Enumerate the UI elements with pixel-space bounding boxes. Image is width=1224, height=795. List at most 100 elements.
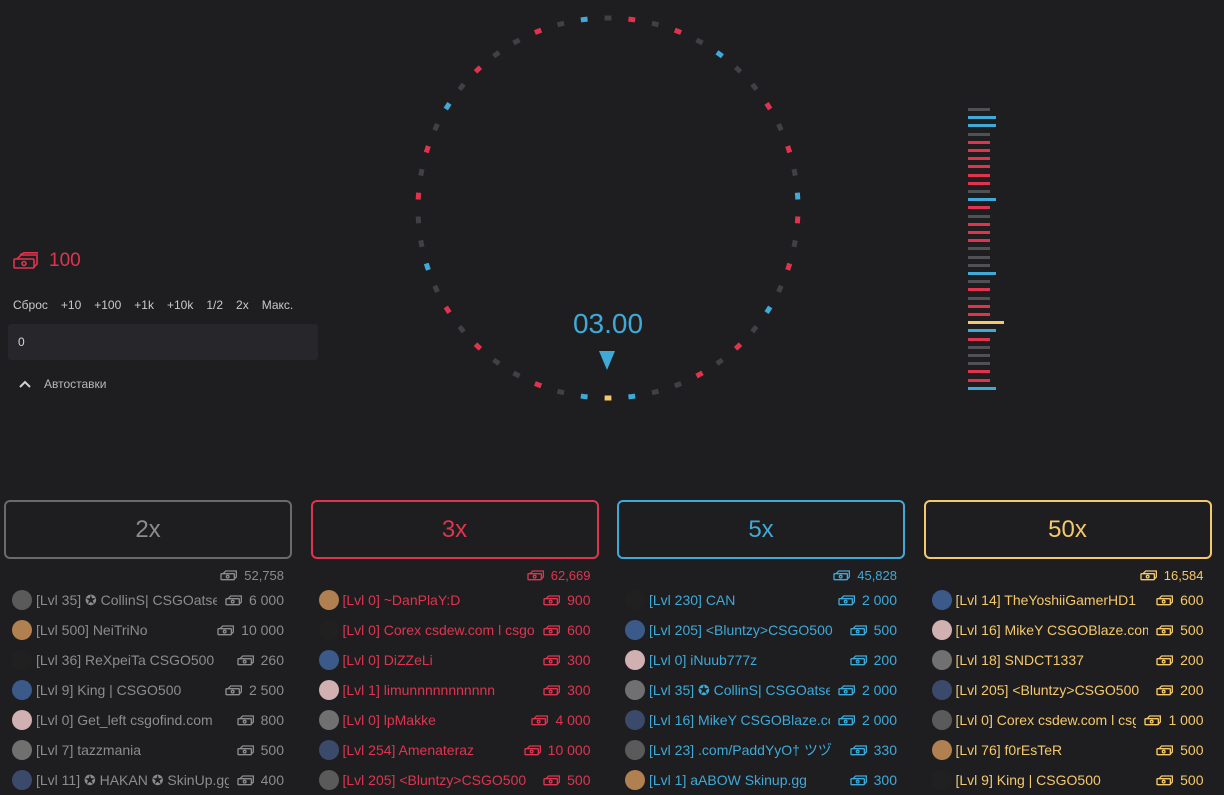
avatar xyxy=(932,590,952,610)
player-name: [Lvl 0] lpMakke xyxy=(343,712,524,728)
cash-stack-icon xyxy=(237,774,255,786)
bet-5x-button[interactable]: 5x xyxy=(617,500,905,559)
history-bar xyxy=(968,362,990,365)
history-bar xyxy=(968,215,990,218)
avatar xyxy=(319,740,339,760)
cash-stack-icon xyxy=(543,654,561,666)
avatar xyxy=(625,740,645,760)
player-bet-value: 200 xyxy=(1180,652,1203,668)
history-bar xyxy=(968,231,990,234)
cash-stack-icon xyxy=(1156,654,1174,666)
player-bet: 800 xyxy=(229,712,292,728)
wheel-segment xyxy=(767,103,771,109)
player-bet-value: 500 xyxy=(567,772,590,788)
quick-bet-button[interactable]: 2x xyxy=(236,298,249,312)
cash-stack-icon xyxy=(531,714,549,726)
player-row: [Lvl 16] MikeY CSGOBlaze.com 500 xyxy=(924,615,1212,645)
player-row: [Lvl 205] <Bluntzy>CSGO500 500 xyxy=(311,765,599,795)
avatar xyxy=(932,710,952,730)
player-bet: 300 xyxy=(535,652,598,668)
history-bar xyxy=(968,133,990,136)
cash-stack-icon xyxy=(217,624,235,636)
cash-stack-icon xyxy=(225,684,243,696)
player-row: [Lvl 76] f0rEsTeR 500 xyxy=(924,735,1212,765)
player-bet-value: 2 500 xyxy=(249,682,284,698)
player-name: [Lvl 16] MikeY CSGOBlaze.com xyxy=(956,622,1149,638)
quick-bet-button[interactable]: +100 xyxy=(94,298,121,312)
wheel-segment xyxy=(697,40,703,43)
wheel-segment xyxy=(717,52,722,56)
quick-bet-button[interactable]: Сброс xyxy=(13,298,48,312)
player-row: [Lvl 0] ~DanPlaY:D 900 xyxy=(311,585,599,615)
wheel-segment xyxy=(535,30,541,32)
player-bet-value: 300 xyxy=(874,772,897,788)
cash-stack-icon xyxy=(1156,684,1174,696)
wheel-segment xyxy=(475,344,480,349)
player-name: [Lvl 9] King | CSGO500 xyxy=(956,772,1149,788)
bet-amount-input[interactable]: 0 xyxy=(8,324,318,360)
player-row: [Lvl 500] NeiTriNo 10 000 xyxy=(4,615,292,645)
avatar xyxy=(319,710,339,730)
bet-3x-button[interactable]: 3x xyxy=(311,500,599,559)
player-row: [Lvl 11] ✪ HAKAN ✪ SkinUp.gg 400 xyxy=(4,765,292,795)
player-row: [Lvl 1] aABOW Skinup.gg 300 xyxy=(617,765,905,795)
player-name: [Lvl 0] iNuub777z xyxy=(649,652,842,668)
avatar xyxy=(12,680,32,700)
player-row: [Lvl 205] <Bluntzy>CSGO500 200 xyxy=(924,675,1212,705)
history-bar xyxy=(968,329,996,332)
cash-stack-icon xyxy=(838,594,856,606)
player-bet-value: 10 000 xyxy=(548,742,591,758)
history-bar xyxy=(968,190,990,193)
cash-stack-icon xyxy=(833,569,851,581)
quick-bet-button[interactable]: +10 xyxy=(61,298,81,312)
player-bet-value: 10 000 xyxy=(241,622,284,638)
player-name: [Lvl 0] DiZZeLi xyxy=(343,652,536,668)
player-bet-value: 330 xyxy=(874,742,897,758)
wheel-segment xyxy=(535,383,541,385)
cash-stack-icon xyxy=(850,744,868,756)
player-bet: 10 000 xyxy=(516,742,599,758)
player-bet-value: 500 xyxy=(1180,622,1203,638)
quick-bet-button[interactable]: Макс. xyxy=(262,298,294,312)
history-bar xyxy=(968,354,990,357)
player-bet: 900 xyxy=(535,592,598,608)
player-row: [Lvl 230] CAN 2 000 xyxy=(617,585,905,615)
player-bet-value: 2 000 xyxy=(862,592,897,608)
quick-bet-button[interactable]: +1k xyxy=(134,298,154,312)
cash-stack-icon xyxy=(527,569,545,581)
avatar xyxy=(319,680,339,700)
avatar xyxy=(625,650,645,670)
player-bet-value: 2 000 xyxy=(862,712,897,728)
wheel-segment xyxy=(736,344,741,349)
player-name: [Lvl 205] <Bluntzy>CSGO500 xyxy=(956,682,1149,698)
cash-stack-icon xyxy=(850,624,868,636)
player-name: [Lvl 23] .com/PaddYyO† ツヅ xyxy=(649,740,842,760)
autobet-toggle[interactable]: Автоставки xyxy=(18,377,107,391)
wheel-segment xyxy=(494,360,499,364)
quick-bet-button[interactable]: +10k xyxy=(167,298,193,312)
history-bar xyxy=(968,124,996,127)
history-bar xyxy=(968,116,996,119)
roulette-wheel xyxy=(408,8,808,408)
wheel-segment xyxy=(426,263,428,269)
wheel-segment xyxy=(717,360,722,364)
player-row: [Lvl 35] ✪ CollinS| CSGOatse 6 000 xyxy=(4,585,292,615)
player-bet: 200 xyxy=(1148,682,1211,698)
avatar xyxy=(319,650,339,670)
wheel-segment xyxy=(788,263,790,269)
player-bet: 2 000 xyxy=(830,592,905,608)
avatar xyxy=(12,770,32,790)
player-bet: 300 xyxy=(535,682,598,698)
column-total-value: 52,758 xyxy=(244,568,284,583)
player-name: [Lvl 7] tazzmania xyxy=(36,742,229,758)
wheel-segment xyxy=(514,40,520,43)
history-bar xyxy=(968,313,990,316)
cash-stack-icon xyxy=(543,624,561,636)
avatar xyxy=(932,650,952,670)
column-total-value: 16,584 xyxy=(1164,568,1204,583)
bet-2x-button[interactable]: 2x xyxy=(4,500,292,559)
player-name: [Lvl 14] TheYoshiiGamerHD1 xyxy=(956,592,1149,608)
bet-50x-button[interactable]: 50x xyxy=(924,500,1212,559)
history-bar xyxy=(968,346,990,349)
quick-bet-button[interactable]: 1/2 xyxy=(206,298,223,312)
